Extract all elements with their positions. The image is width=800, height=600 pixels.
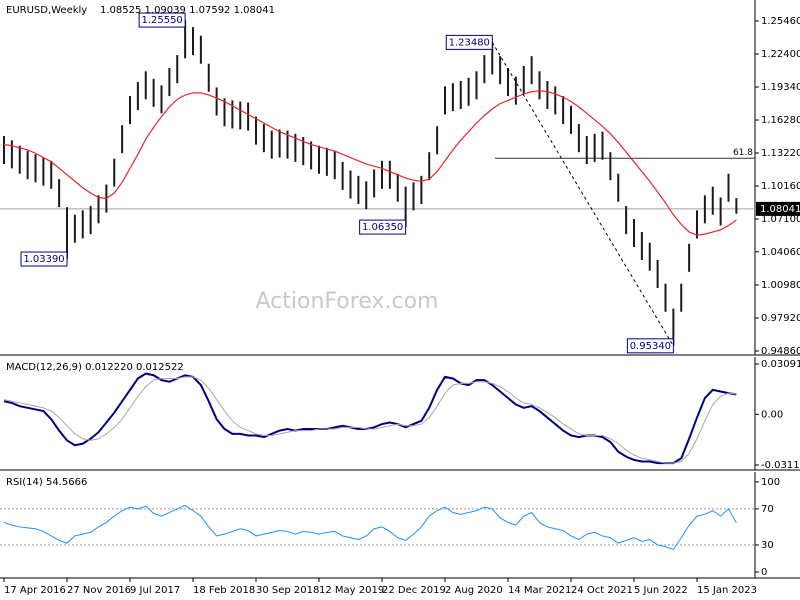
rsi-line [3,504,737,551]
annotation-box [138,12,186,28]
y-tick-label: 100 [761,477,780,488]
x-tick-label: 30 Sep 2018 [256,585,319,596]
watermark: ActionForex.com [256,289,439,314]
current-price-label: 1.08041 [760,204,800,215]
x-tick-label: 14 Mar 2021 [508,585,571,596]
y-tick-label: 1.07100 [761,214,800,225]
annotation-label: 0.95340 [630,341,671,352]
annotation-label: 1.06350 [362,222,403,233]
y-tick-label: 0.97920 [761,313,800,324]
x-tick-label: 2 Aug 2020 [445,585,503,596]
trend-line [491,42,674,347]
quote: 1.08525 1.09039 1.07592 1.08041 [100,5,275,16]
annotation-box [20,251,68,267]
y-tick-label: 1.04060 [761,247,800,258]
panel-title: EURUSD,Weekly [6,5,87,16]
x-tick-label: 12 May 2019 [319,585,384,596]
x-tick-label: 24 Oct 2021 [571,585,633,596]
annotation-box [626,338,674,354]
y-tick-label: 30 [761,540,774,551]
x-tick-label: 27 Nov 2016 [67,585,131,596]
x-tick-label: 9 Jul 2017 [130,585,180,596]
y-tick-label: -0.031124 [761,460,800,471]
x-tick-label: 22 Dec 2019 [382,585,446,596]
current-price-box [756,201,800,216]
x-tick-label: 5 Jun 2022 [634,585,688,596]
y-tick-label: 0.030916 [761,359,800,370]
y-tick-label: 1.00980 [761,280,800,291]
y-tick-label: 1.16280 [761,115,800,126]
fib-label: 61.8 [733,148,753,158]
y-tick-label: 1.13220 [761,148,800,159]
y-tick-label: 1.19340 [761,82,800,93]
annotation-label: 1.23480 [449,37,490,48]
y-tick-label: 0.00 [761,409,783,420]
y-tick-label: 0.94860 [761,346,800,357]
moving-average [3,90,737,236]
y-tick-label: 0 [761,567,767,578]
annotation-label: 1.25550 [141,15,182,26]
annotation-label: 1.03390 [23,254,64,265]
y-tick-label: 1.25460 [761,16,800,27]
y-tick-label: 70 [761,504,774,515]
signal-line [3,376,737,464]
panel-title: RSI(14) 54.5666 [6,477,87,488]
y-tick-label: 1.22400 [761,49,800,60]
panel-title: MACD(12,26,9) 0.012220 0.012522 [6,362,184,373]
x-tick-label: 17 Apr 2016 [4,585,66,596]
x-tick-label: 18 Feb 2018 [193,585,255,596]
x-tick-label: 15 Jan 2023 [697,585,757,596]
macd-line [3,372,737,465]
y-tick-label: 1.10160 [761,181,800,192]
annotation-box [359,219,407,235]
